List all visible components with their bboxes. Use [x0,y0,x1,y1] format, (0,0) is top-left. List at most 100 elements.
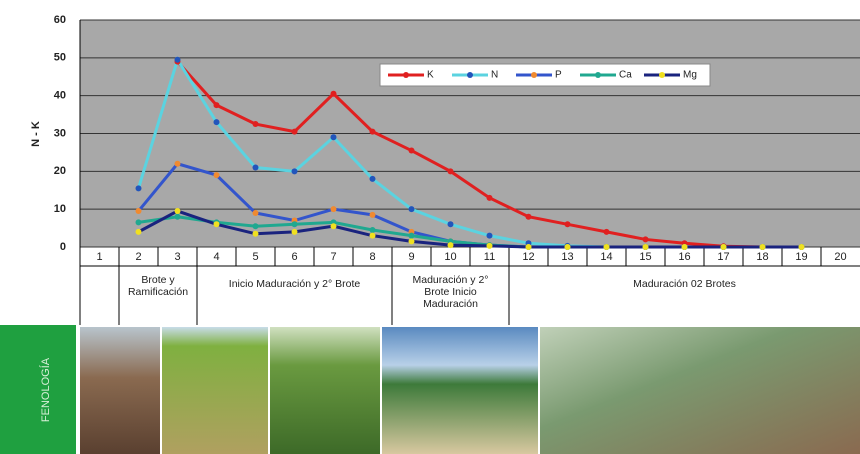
marker [291,168,298,175]
legend-label: N [491,70,498,81]
photo [162,327,268,454]
marker [213,221,220,228]
marker [213,172,220,179]
marker [213,102,220,109]
marker [330,90,337,97]
x-tick-label: 7 [330,251,336,263]
phase-label: Maduración 02 Brotes [633,278,736,290]
x-tick-label: 11 [484,251,495,263]
marker [213,119,220,126]
marker [135,228,142,235]
y-tick-label: 50 [54,52,66,64]
marker [174,160,181,167]
marker [447,168,454,175]
marker [408,238,415,245]
marker [252,209,259,216]
marker [798,244,805,250]
marker [486,194,493,201]
marker [525,213,532,220]
x-tick-label: 3 [174,251,180,263]
marker [252,230,259,237]
marker [408,147,415,154]
x-tick-label: 5 [252,251,258,263]
marker [642,236,649,243]
marker [330,206,337,213]
marker [135,219,142,226]
marker [369,175,376,182]
y-tick-label: 30 [54,127,66,139]
y-axis-label: N - K [30,121,42,147]
marker [759,244,766,250]
x-tick-label: 12 [522,251,534,263]
marker [369,128,376,135]
x-tick-label: 10 [444,251,456,263]
legend-marker [531,72,537,78]
marker [369,226,376,233]
legend-marker [659,72,665,78]
series-line [137,209,802,249]
marker [564,221,571,228]
x-tick-label: 6 [291,251,297,263]
marker [174,56,181,63]
photo [80,327,160,454]
marker [252,121,259,128]
marker [135,185,142,192]
marker [447,221,454,228]
marker [564,244,571,250]
photo [540,327,860,454]
phenology-box [0,325,76,454]
legend-label: K [427,70,434,81]
x-tick-label: 2 [135,251,141,263]
marker [447,242,454,249]
phase-label: Inicio Maduración y 2° Brote [229,278,361,290]
y-tick-label: 10 [54,203,66,215]
marker [642,244,649,250]
legend-label: P [555,70,562,81]
legend-label: Mg [683,70,697,81]
marker [681,244,688,250]
marker [603,244,610,250]
marker [252,164,259,171]
marker [252,223,259,230]
marker [486,232,493,239]
series-line [176,60,763,249]
marker [330,134,337,141]
legend-marker [403,72,409,78]
marker [369,232,376,239]
marker [330,223,337,230]
phenology-label: FENOLOGÍA [39,357,52,422]
y-tick-label: 0 [60,241,66,253]
marker [291,128,298,135]
x-tick-label: 1 [96,251,102,263]
y-tick-label: 20 [54,165,66,177]
x-tick-label: 9 [408,251,414,263]
x-tick-label: 20 [834,251,846,263]
x-tick-label: 18 [756,251,768,263]
y-tick-label: 60 [54,14,66,26]
marker [486,242,493,249]
legend-marker [467,72,473,78]
photo [382,327,538,454]
marker [135,208,142,215]
marker [174,213,181,220]
legend-label: Ca [619,70,632,81]
x-tick-label: 13 [561,251,573,263]
x-tick-label: 15 [639,251,651,263]
x-tick-label: 19 [795,251,807,263]
marker [174,208,181,215]
x-tick-label: 8 [369,251,375,263]
photo [270,327,380,454]
y-tick-label: 40 [54,90,66,102]
phase-label: Brote y Ramificación [128,274,188,298]
x-tick-label: 14 [600,251,612,263]
marker [603,228,610,235]
marker [408,232,415,239]
marker [408,206,415,213]
legend-marker [595,72,601,78]
marker [291,228,298,235]
x-tick-label: 16 [678,251,690,263]
x-tick-label: 4 [213,251,219,263]
marker [720,244,727,250]
marker [291,221,298,228]
